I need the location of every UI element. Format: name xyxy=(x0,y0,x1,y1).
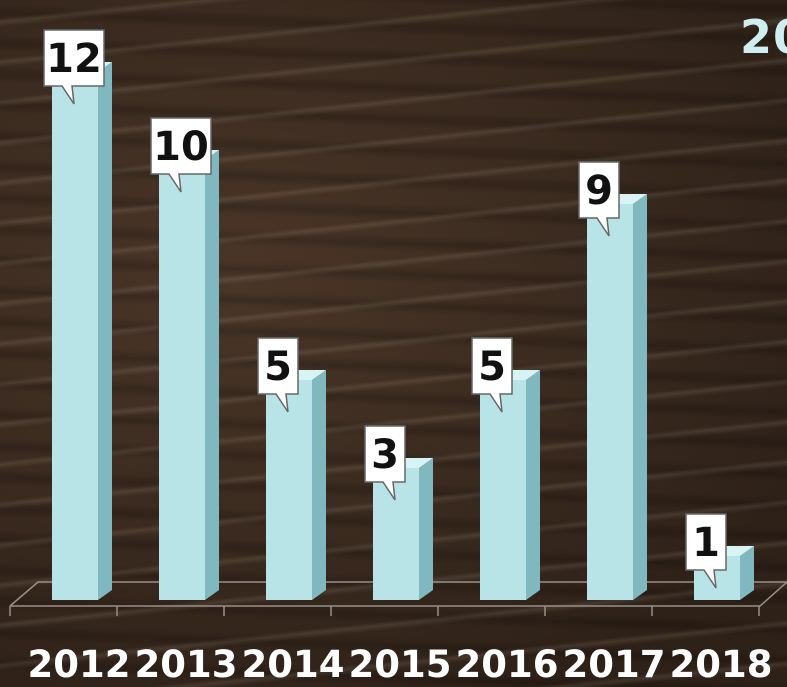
bar-2015 xyxy=(373,458,433,600)
bar-front-face xyxy=(266,380,312,600)
bar-front-face xyxy=(587,204,633,600)
data-label-callout xyxy=(150,117,212,193)
data-label-callout xyxy=(471,337,513,413)
bar-2013 xyxy=(159,150,219,600)
bar-front-face xyxy=(480,380,526,600)
x-tick-label-2018: 2018 xyxy=(670,643,773,686)
bar-side-face xyxy=(312,370,326,600)
data-label-2017: 9 xyxy=(578,161,620,237)
bar-side-face xyxy=(205,150,219,600)
bar-side-face xyxy=(633,194,647,600)
bars-group xyxy=(52,62,754,600)
x-tick-label-2013: 2013 xyxy=(135,643,238,686)
bar-2012 xyxy=(52,62,112,600)
chart-title: 20 xyxy=(740,10,787,64)
bar-front-face xyxy=(52,72,98,600)
data-label-callout xyxy=(685,513,727,589)
data-label-callout xyxy=(43,29,105,105)
data-label-callout xyxy=(257,337,299,413)
x-tick-label-2017: 2017 xyxy=(563,643,666,686)
data-label-text: 5 xyxy=(264,344,292,390)
data-label-text: 1 xyxy=(692,520,720,566)
bar-front-face xyxy=(159,160,205,600)
data-labels-group: 12 10 5 3 5 9 1 xyxy=(43,29,727,589)
x-tick-label-2015: 2015 xyxy=(349,643,452,686)
data-label-2016: 5 xyxy=(471,337,513,413)
data-label-2018: 1 xyxy=(685,513,727,589)
bar-side-face xyxy=(419,458,433,600)
bar-front-face xyxy=(373,468,419,600)
data-label-text: 9 xyxy=(585,168,613,214)
bar-side-face xyxy=(98,62,112,600)
data-label-callout xyxy=(578,161,620,237)
data-label-text: 10 xyxy=(153,124,209,170)
data-label-text: 3 xyxy=(371,432,399,478)
data-label-2015: 3 xyxy=(364,425,406,501)
data-label-2013: 10 xyxy=(150,117,212,193)
bar-side-face xyxy=(526,370,540,600)
data-label-2014: 5 xyxy=(257,337,299,413)
bar-2016 xyxy=(480,370,540,600)
data-label-callout xyxy=(364,425,406,501)
x-tick-label-2016: 2016 xyxy=(456,643,559,686)
x-tick-label-2012: 2012 xyxy=(28,643,131,686)
bar-2017 xyxy=(587,194,647,600)
data-label-text: 12 xyxy=(46,36,102,82)
data-label-text: 5 xyxy=(478,344,506,390)
data-label-2012: 12 xyxy=(43,29,105,105)
bar-2014 xyxy=(266,370,326,600)
bar-side-face xyxy=(740,546,754,600)
x-tick-label-2014: 2014 xyxy=(242,643,345,686)
x-axis-tick-labels: 2012 2013 2014 2015 2016 2017 2018 xyxy=(28,643,773,686)
